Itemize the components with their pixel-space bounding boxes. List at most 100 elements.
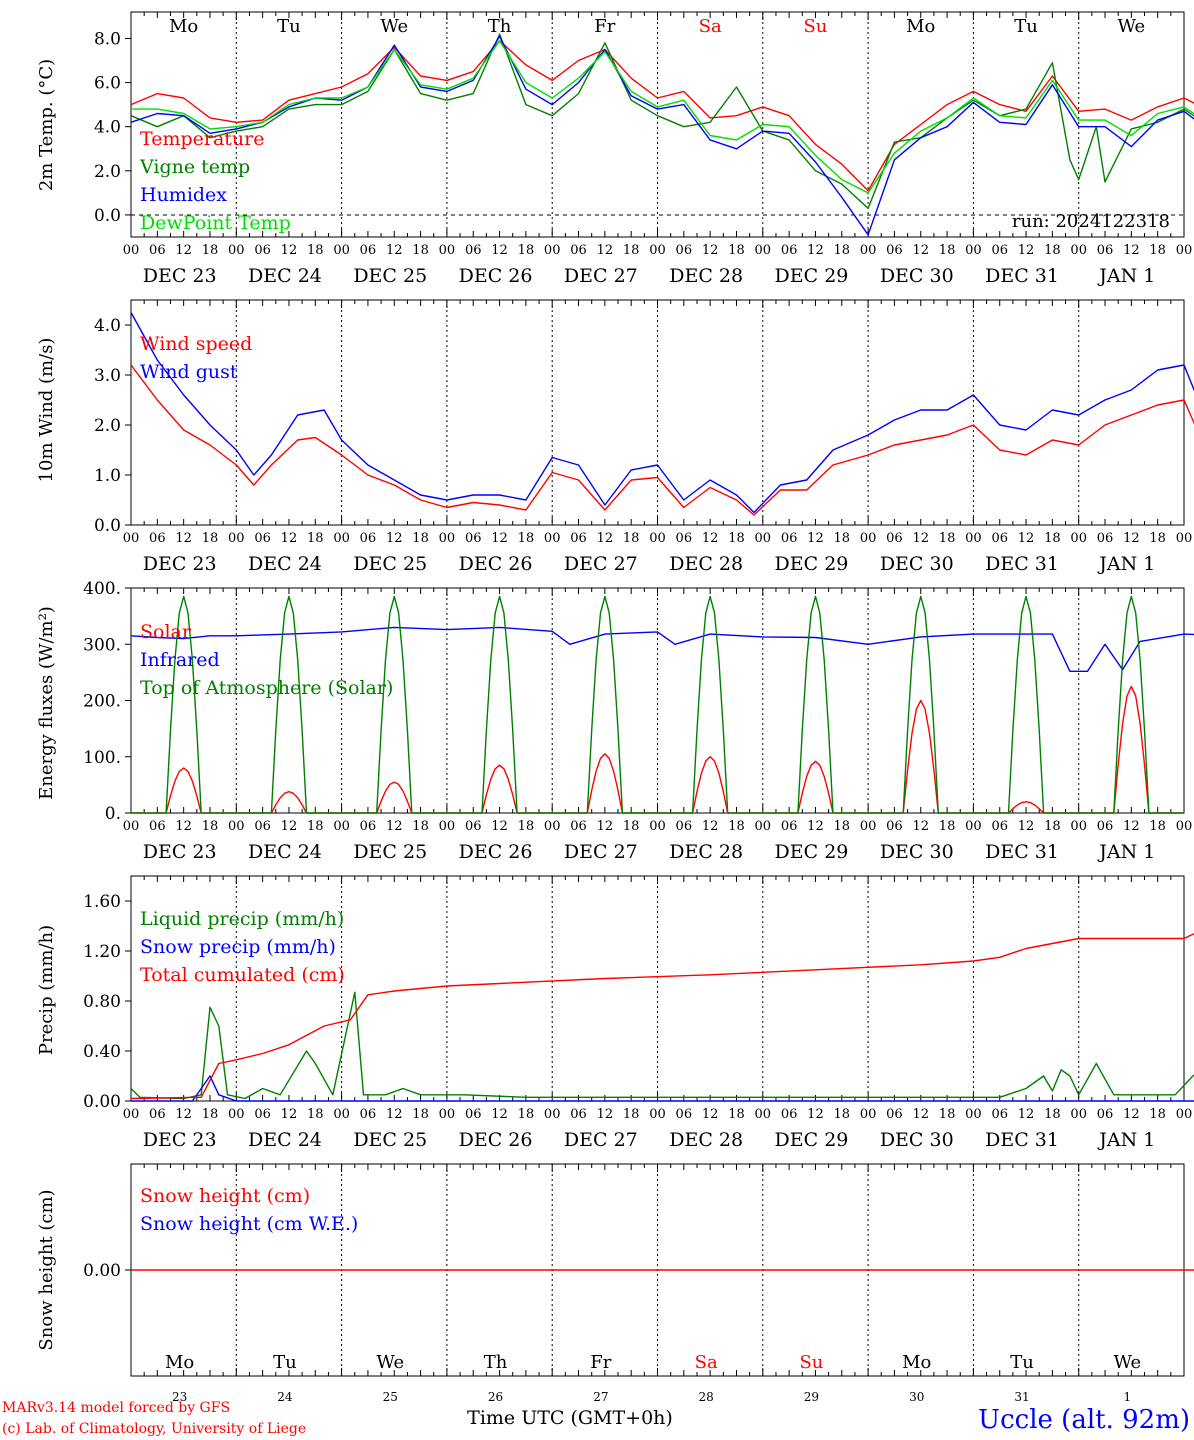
- weekday-label: Su: [803, 16, 827, 37]
- legend-entry: Snow precip (mm/h): [140, 936, 336, 958]
- date-label: DEC 31: [985, 841, 1059, 863]
- hour-label: 12: [491, 531, 508, 546]
- y-tick-label: 0.0: [94, 206, 121, 226]
- weekday-label: Sa: [699, 16, 722, 37]
- hour-label: 12: [912, 1107, 929, 1122]
- date-label: JAN 1: [1097, 265, 1155, 287]
- day-number-label: 28: [699, 1390, 714, 1404]
- date-label: DEC 28: [669, 841, 743, 863]
- date-label: DEC 25: [353, 265, 427, 287]
- day-number-label: 31: [1014, 1390, 1029, 1404]
- hour-label: 00: [123, 243, 140, 258]
- hour-label: 18: [518, 1107, 535, 1122]
- hour-label: 18: [202, 531, 219, 546]
- hour-label: 12: [1123, 819, 1140, 834]
- hour-label: 06: [676, 1107, 693, 1122]
- series-line-wind-gust: [130, 312, 1194, 514]
- hour-label: 12: [702, 243, 719, 258]
- hour-label: 18: [1044, 819, 1061, 834]
- hour-label: 12: [807, 531, 824, 546]
- y-axis-title: Precip (mm/h): [36, 925, 57, 1055]
- hour-label: 12: [386, 819, 403, 834]
- hour-label: 00: [965, 531, 982, 546]
- day-number-label: 27: [593, 1390, 608, 1404]
- legend-entry: Vigne temp: [139, 156, 250, 178]
- day-number-label: 26: [488, 1390, 503, 1404]
- panel-precip: 0.00 0.40 0.80 1.20 1.60 Precip (mm/h) 00 06 12 1…: [36, 875, 1194, 1151]
- legend-entry: Humidex: [140, 184, 227, 206]
- hour-label: 18: [1149, 819, 1166, 834]
- series-line-liquid-precip-mm-h: [130, 991, 1194, 1100]
- hour-label: 12: [281, 243, 298, 258]
- date-label: DEC 27: [564, 841, 638, 863]
- copyright-credit: (c) Lab. of Climatology, University of L…: [2, 1421, 306, 1437]
- hour-label: 18: [518, 531, 535, 546]
- hour-label: 06: [149, 819, 166, 834]
- hour-label: 06: [254, 819, 271, 834]
- y-tick-label: 0.40: [83, 1042, 121, 1062]
- hour-label: 18: [1044, 531, 1061, 546]
- hour-label: 18: [834, 1107, 851, 1122]
- date-label: DEC 27: [564, 553, 638, 575]
- weekday-label: We: [1118, 16, 1146, 37]
- hour-label: 18: [307, 1107, 324, 1122]
- hour-label: 12: [491, 1107, 508, 1122]
- hour-label: 06: [676, 819, 693, 834]
- hour-label: 00: [228, 1107, 245, 1122]
- date-label: DEC 27: [564, 265, 638, 287]
- hour-label: 18: [412, 531, 429, 546]
- weekday-label: Tu: [1014, 16, 1038, 37]
- hour-label: 18: [1044, 1107, 1061, 1122]
- hour-label: 00: [860, 819, 877, 834]
- series-line-vigne-temp: [130, 33, 1194, 209]
- date-label: DEC 24: [248, 265, 322, 287]
- hour-label: 06: [570, 1107, 587, 1122]
- hour-label: 00: [1176, 819, 1193, 834]
- y-tick-label: 1.20: [83, 942, 121, 962]
- hour-label: 00: [333, 243, 350, 258]
- hour-label: 00: [1070, 531, 1087, 546]
- hour-label: 18: [202, 819, 219, 834]
- date-label: DEC 26: [459, 265, 533, 287]
- date-label: DEC 25: [353, 1129, 427, 1151]
- date-label: DEC 25: [353, 841, 427, 863]
- hour-label: 18: [834, 819, 851, 834]
- y-tick-label: 2.0: [94, 416, 121, 436]
- hour-label: 12: [1018, 819, 1035, 834]
- hour-label: 00: [755, 531, 772, 546]
- hour-label: 18: [202, 243, 219, 258]
- hour-label: 06: [781, 531, 798, 546]
- date-label: DEC 30: [880, 841, 954, 863]
- day-number-label: 30: [909, 1390, 924, 1404]
- hour-label: 06: [1097, 1107, 1114, 1122]
- hour-label: 00: [649, 819, 666, 834]
- hour-label: 06: [991, 819, 1008, 834]
- hour-label: 12: [597, 1107, 614, 1122]
- hour-label: 12: [281, 819, 298, 834]
- hour-label: 06: [465, 531, 482, 546]
- date-label: DEC 26: [459, 553, 533, 575]
- y-tick-label: 8.0: [94, 29, 121, 49]
- hour-label: 18: [939, 819, 956, 834]
- model-credit: MARv3.14 model forced by GFS: [2, 1400, 230, 1416]
- hour-label: 00: [228, 819, 245, 834]
- hour-label: 12: [807, 1107, 824, 1122]
- weekday-label: We: [380, 16, 408, 37]
- hour-label: 12: [281, 531, 298, 546]
- y-tick-label: 0.: [105, 804, 121, 824]
- date-label: DEC 23: [143, 553, 217, 575]
- hour-label: 06: [360, 243, 377, 258]
- date-label: DEC 30: [880, 265, 954, 287]
- legend-entry: Wind speed: [140, 333, 252, 355]
- date-label: JAN 1: [1097, 1129, 1155, 1151]
- hour-label: 12: [1123, 1107, 1140, 1122]
- hour-label: 18: [1149, 243, 1166, 258]
- hour-label: 00: [228, 243, 245, 258]
- hour-label: 18: [518, 243, 535, 258]
- hour-label: 00: [1176, 1107, 1193, 1122]
- hour-label: 00: [755, 819, 772, 834]
- date-label: DEC 29: [775, 1129, 849, 1151]
- hour-label: 18: [623, 243, 640, 258]
- y-tick-label: 1.0: [94, 466, 121, 486]
